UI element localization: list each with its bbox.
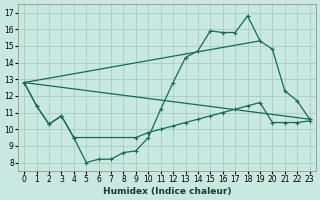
- X-axis label: Humidex (Indice chaleur): Humidex (Indice chaleur): [103, 187, 231, 196]
